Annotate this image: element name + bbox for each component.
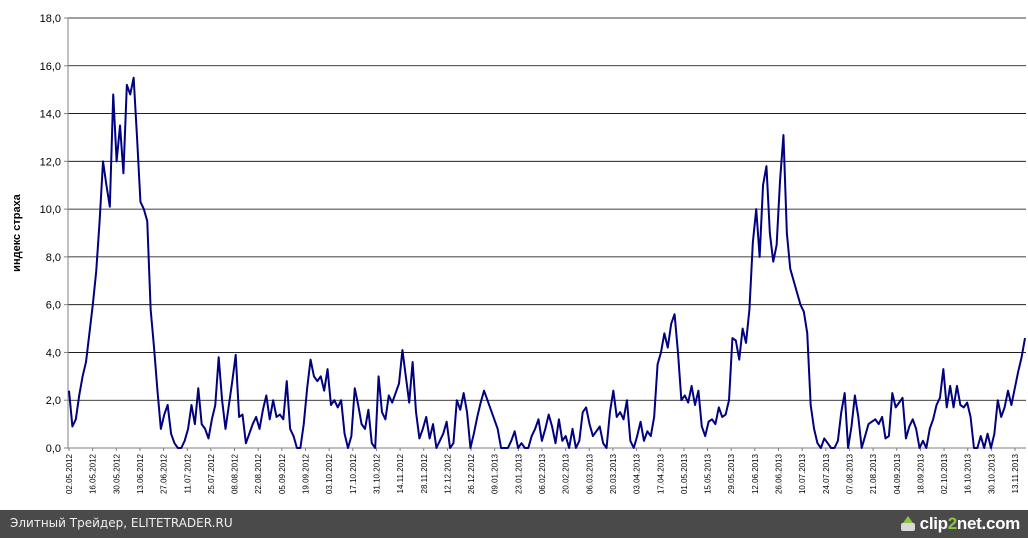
y-tick-label: 8,0 [46, 252, 61, 264]
x-tick-label: 30.10.2013 [987, 453, 996, 494]
footer-bar: Элитный Трейдер, ELITETRADER.RU clip2net… [0, 510, 1028, 538]
x-tick-label: 13.06.2012 [136, 453, 145, 494]
x-tick-label: 19.09.2012 [302, 453, 311, 494]
y-tick-label: 12,0 [40, 156, 61, 168]
x-tick-label: 13.11.2013 [1011, 453, 1020, 493]
x-tick-label: 16.10.2013 [964, 453, 973, 494]
x-tick-label: 29.05.2013 [727, 453, 736, 494]
y-tick-label: 10,0 [40, 204, 61, 216]
x-tick-label: 25.07.2012 [207, 453, 216, 494]
x-tick-label: 08.08.2012 [231, 453, 240, 494]
x-tick-label: 02.10.2013 [940, 453, 949, 494]
series-line-fear-index [68, 76, 1026, 449]
x-tick-label: 16.05.2012 [89, 453, 98, 494]
x-tick-label: 09.01.2013 [491, 453, 500, 494]
x-tick-label: 02.05.2012 [65, 453, 74, 494]
x-tick-label: 15.05.2013 [704, 453, 713, 494]
x-tick-label: 22.08.2012 [254, 453, 263, 494]
x-tick-label: 03.10.2012 [325, 453, 334, 494]
y-tick-label: 16,0 [40, 61, 61, 73]
x-tick-label: 17.10.2012 [349, 453, 358, 494]
x-tick-label: 12.12.2012 [443, 453, 452, 494]
x-tick-label: 31.10.2012 [372, 453, 381, 494]
x-tick-label: 18.09.2013 [916, 453, 925, 494]
upload-icon [900, 516, 916, 532]
x-tick-label: 26.06.2013 [775, 453, 784, 494]
y-tick-label: 0,0 [46, 443, 61, 455]
x-tick-label: 20.03.2013 [609, 453, 618, 494]
source-caption: Элитный Трейдер, ELITETRADER.RU [10, 516, 233, 530]
x-tick-label: 17.04.2013 [656, 453, 665, 494]
y-axis-label: индекс страха [11, 193, 23, 272]
x-tick-label: 30.05.2012 [112, 453, 121, 494]
plot-area [68, 18, 1026, 448]
x-tick-label: 07.08.2013 [845, 453, 854, 494]
y-tick-label: 14,0 [40, 109, 61, 121]
x-tick-label: 26.12.2012 [467, 453, 476, 494]
x-tick-label: 10.07.2013 [798, 453, 807, 494]
x-tick-label: 28.11.2012 [420, 453, 429, 493]
x-tick-label: 04.09.2013 [893, 453, 902, 494]
clip2net-logo: clip2net.com [900, 513, 1020, 535]
x-axis-ticks: 02.05.2012 16.05.2012 30.05.2012 13.06.2012… [65, 448, 1020, 494]
x-tick-label: 24.07.2013 [822, 453, 831, 494]
x-tick-label: 06.03.2013 [585, 453, 594, 494]
line-chart: 0,0 2,0 4,0 6,0 8,0 10,0 12,0 14,0 16,0 18,0 02.0… [11, 13, 1026, 494]
y-tick-label: 18,0 [40, 13, 61, 25]
x-tick-label: 27.06.2012 [160, 453, 169, 494]
y-tick-label: 6,0 [46, 300, 61, 312]
brand-name: clip2net.com [919, 514, 1021, 533]
x-tick-label: 12.06.2013 [751, 453, 760, 494]
x-tick-label: 14.11.2012 [396, 453, 405, 493]
x-tick-label: 01.05.2013 [680, 453, 689, 494]
y-tick-label: 4,0 [46, 347, 61, 359]
y-axis-ticks: 0,0 2,0 4,0 6,0 8,0 10,0 12,0 14,0 16,0 18,0 [40, 13, 68, 455]
x-tick-label: 03.04.2013 [633, 453, 642, 494]
x-tick-label: 20.02.2013 [562, 453, 571, 494]
x-tick-label: 11.07.2012 [183, 453, 192, 493]
x-tick-label: 05.09.2012 [278, 453, 287, 494]
x-tick-label: 21.08.2013 [869, 453, 878, 494]
x-tick-label: 23.01.2013 [514, 453, 523, 494]
x-tick-label: 06.02.2013 [538, 453, 547, 494]
y-tick-label: 2,0 [46, 395, 61, 407]
gridlines [68, 17, 1026, 401]
